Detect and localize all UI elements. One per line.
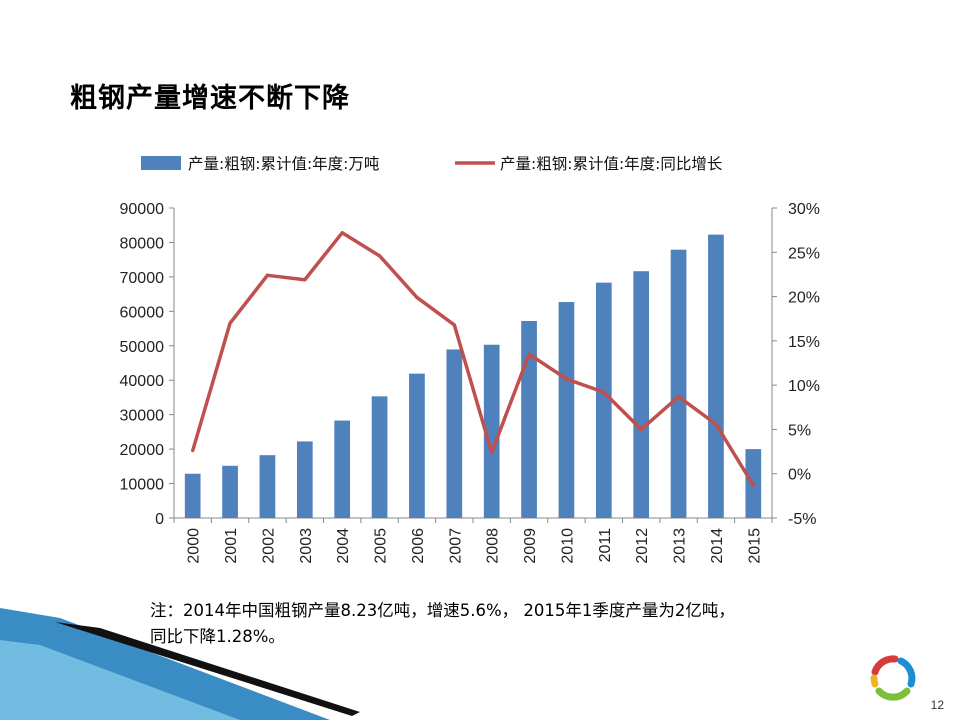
page-number: 12 (930, 698, 944, 712)
y-left-tick-label: 0 (155, 511, 164, 528)
y-left-tick-label: 30000 (120, 408, 165, 425)
decorative-swoosh (0, 608, 360, 720)
x-tick-label-2012: 2012 (634, 528, 651, 564)
line-point-2012 (639, 427, 643, 432)
x-tick-label-2000: 2000 (186, 528, 203, 564)
line-point-2000 (191, 449, 195, 453)
line-point-2003 (303, 278, 307, 282)
y-left-tick-label: 60000 (120, 304, 165, 321)
x-tick-label-2006: 2006 (410, 528, 427, 564)
x-tick-label-2014: 2014 (709, 528, 726, 564)
y-right-tick-label: 10% (788, 378, 820, 395)
x-axis-labels: 2000 2001 2002 2003 2004 2005 2006 2007 2008 2009… (186, 528, 764, 564)
line-point-2014 (714, 422, 718, 426)
x-tick-label-2011: 2011 (597, 528, 614, 563)
line-point-2006 (415, 295, 419, 300)
x-tick-label-2009: 2009 (522, 528, 539, 564)
bar-2012 (633, 271, 650, 518)
bar-2006 (409, 373, 425, 518)
line-point-2013 (676, 395, 681, 399)
chart-note: 注：2014年中国粗钢产量8.23亿吨，增速5.6%， 2015年1季度产量为2… (150, 598, 910, 650)
x-tick-label-2013: 2013 (672, 528, 689, 564)
swoosh-light-band (0, 640, 240, 720)
growth-line (191, 231, 755, 487)
bar-2001 (222, 465, 238, 518)
y-axis-right-labels: -5% 0% 5% 10% 15% 20% 25% 30% (788, 201, 820, 528)
y-left-tick-label: 40000 (120, 373, 165, 390)
bar-2009 (521, 320, 537, 518)
line-point-2002 (265, 273, 270, 277)
line-point-2009 (527, 352, 531, 356)
y-axis-left-labels: 0 10000 20000 30000 40000 50000 60000 70000 8000… (120, 201, 165, 528)
y-left-tick-label: 20000 (120, 442, 165, 459)
line-point-2007 (452, 323, 456, 327)
y-left-tick-label: 90000 (120, 201, 165, 218)
x-tick-label-2003: 2003 (298, 528, 315, 564)
bar-2014 (708, 234, 724, 518)
y-right-tick-label: 20% (788, 290, 820, 307)
x-tick-label-2008: 2008 (485, 528, 502, 564)
bar-2008 (483, 344, 500, 518)
bar-2005 (371, 396, 388, 518)
line-point-2011 (602, 390, 606, 394)
y-right-tick-label: 15% (788, 334, 820, 351)
bar-2011 (595, 282, 612, 518)
x-tick-label-2001: 2001 (223, 528, 240, 564)
line-point-2005 (377, 254, 382, 258)
y-left-tick-label: 10000 (120, 477, 165, 494)
line-point-2015 (751, 483, 755, 487)
note-line-2: 同比下降1.28%。 (150, 627, 285, 646)
slide-title: 粗钢产量增速不断下降 (70, 83, 350, 114)
x-tick-label-2015: 2015 (746, 528, 763, 564)
y-right-tick-label: 25% (788, 245, 820, 262)
y-right-tick-label: 30% (788, 201, 820, 218)
note-line-1: 注：2014年中国粗钢产量8.23亿吨，增速5.6%， 2015年1季度产量为2… (150, 601, 735, 620)
legend-label-bar: 产量:粗钢:累计值:年度:万吨 (188, 155, 379, 173)
bar-2013 (670, 249, 687, 518)
y-left-tick-label: 70000 (120, 270, 165, 287)
bar-2003 (296, 441, 313, 518)
y-left-tick-label: 80000 (120, 235, 165, 252)
bar-2007 (446, 349, 463, 518)
legend-label-line: 产量:粗钢:累计值:年度:同比增长 (500, 155, 722, 173)
y-right-tick-label: -5% (788, 511, 816, 528)
bar-2000 (184, 473, 201, 518)
bar-2002 (259, 455, 276, 518)
bar-2004 (334, 420, 351, 518)
x-tick-label-2004: 2004 (335, 528, 352, 564)
line-series (191, 231, 755, 487)
company-logo (870, 655, 916, 701)
y-right-tick-label: 0% (788, 467, 811, 484)
y-left-tick-label: 50000 (120, 339, 165, 356)
bar-2010 (558, 302, 575, 518)
legend-swatch-bar (141, 156, 181, 170)
x-tick-label-2010: 2010 (559, 528, 576, 564)
line-point-2004 (340, 231, 344, 235)
x-tick-label-2007: 2007 (447, 528, 464, 564)
chart-legend: 产量:粗钢:累计值:年度:万吨 产量:粗钢:累计值:年度:同比增长 (141, 155, 722, 173)
bar-series (184, 234, 762, 518)
x-tick-label-2005: 2005 (373, 528, 390, 564)
swoosh-black-band (55, 622, 360, 716)
y-right-tick-label: 5% (788, 422, 811, 439)
line-point-2001 (228, 321, 232, 325)
line-point-2008 (490, 450, 494, 455)
x-tick-label-2002: 2002 (260, 528, 277, 564)
line-point-2010 (564, 377, 569, 381)
